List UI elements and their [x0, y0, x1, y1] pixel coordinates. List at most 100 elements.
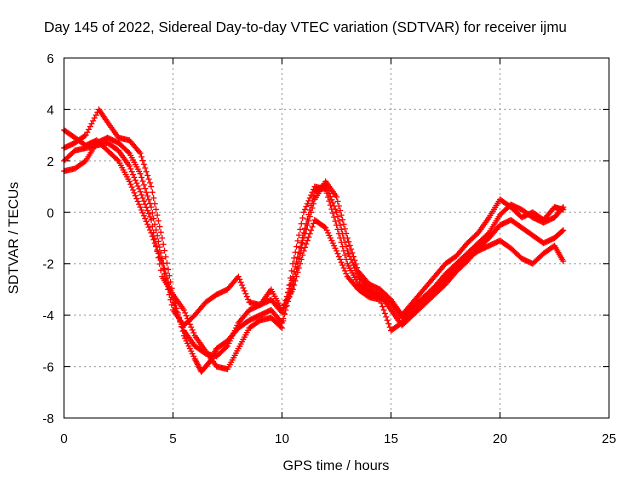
- data-point-track-a: [303, 226, 310, 233]
- data-point-track-d: [279, 325, 285, 331]
- x-tick-label: 10: [275, 431, 289, 446]
- data-point-track-d: [282, 303, 289, 310]
- data-point-track-a: [137, 150, 144, 157]
- data-point-track-c: [381, 310, 388, 317]
- data-point-track-c: [239, 282, 246, 289]
- data-point-track-c: [560, 258, 567, 265]
- data-point-track-c: [236, 276, 243, 283]
- data-point-track-c: [145, 224, 152, 231]
- data-point-track-c: [235, 273, 242, 280]
- data-point-track-b: [322, 181, 329, 187]
- data-point-track-d: [138, 191, 145, 198]
- data-point-track-c: [240, 285, 247, 291]
- data-point-track-a: [140, 161, 147, 168]
- data-point-track-a: [148, 183, 155, 190]
- data-point-track-c: [379, 303, 386, 310]
- y-tick-label: 4: [47, 102, 54, 117]
- data-point-track-b: [140, 181, 147, 188]
- data-point-track-b: [346, 253, 353, 260]
- data-point-track-c: [299, 252, 306, 259]
- data-point-track-c: [292, 277, 299, 284]
- x-tick-label: 5: [169, 431, 176, 446]
- data-point-track-d: [140, 198, 147, 205]
- data-point-track-d: [325, 194, 332, 201]
- x-tick-label: 0: [60, 431, 67, 446]
- data-point-track-c: [126, 178, 133, 185]
- data-point-track-d: [306, 195, 313, 201]
- data-point-track-c: [304, 237, 311, 244]
- data-point-track-c: [306, 230, 313, 237]
- data-point-track-d: [281, 310, 288, 317]
- data-point-track-d: [340, 247, 347, 254]
- data-point-track-c: [298, 256, 305, 263]
- data-point-track-a: [349, 249, 356, 256]
- data-point-track-a: [91, 115, 98, 121]
- data-point-track-a: [348, 246, 355, 253]
- y-ticks: -8 -6 -4 -2 0 2 4 6: [42, 51, 609, 426]
- data-point-track-d: [137, 188, 144, 195]
- data-point-track-d: [186, 321, 193, 328]
- data-point-track-d: [334, 226, 341, 233]
- data-point-track-d: [156, 261, 163, 267]
- data-point-track-b: [333, 209, 340, 216]
- data-point-track-d: [132, 177, 139, 184]
- data-point-track-d: [326, 198, 333, 205]
- y-tick-label: 2: [47, 154, 54, 169]
- data-point-track-b: [560, 227, 567, 234]
- data-point-track-d: [184, 315, 191, 322]
- data-point-track-c: [380, 307, 387, 313]
- data-point-track-b: [559, 228, 566, 235]
- data-point-track-c: [146, 227, 153, 233]
- data-point-track-a: [156, 223, 163, 230]
- data-point-track-c: [237, 279, 244, 286]
- data-point-track-b: [298, 239, 305, 246]
- data-point-track-d: [291, 255, 298, 261]
- data-point-track-c: [338, 259, 345, 266]
- data-point-track-d: [136, 185, 143, 192]
- grid: [64, 58, 609, 418]
- data-point-track-d: [327, 202, 334, 209]
- data-point-track-b: [305, 211, 312, 218]
- data-point-track-d: [295, 232, 302, 239]
- data-point-track-b: [349, 259, 356, 266]
- data-point-track-c: [130, 187, 137, 193]
- y-axis-label: SDTVAR / TECUs: [5, 182, 21, 294]
- data-point-track-c: [144, 221, 151, 228]
- data-point-track-b: [354, 270, 361, 277]
- data-point-track-c: [333, 247, 340, 254]
- data-point-track-d: [323, 190, 330, 197]
- data-point-track-c: [305, 234, 312, 241]
- data-point-track-c: [241, 287, 248, 294]
- data-point-track-d: [294, 237, 301, 244]
- data-point-track-c: [136, 201, 143, 208]
- data-point-track-d: [560, 204, 567, 211]
- data-point-track-c: [167, 296, 174, 303]
- data-point-track-c: [131, 189, 138, 196]
- data-point-track-a: [92, 112, 99, 119]
- data-point-track-b: [350, 262, 357, 269]
- data-point-track-d: [277, 323, 284, 330]
- data-point-track-d: [154, 248, 161, 255]
- data-point-track-a: [146, 179, 153, 186]
- data-point-track-c: [132, 192, 139, 199]
- data-point-track-d: [185, 318, 192, 325]
- data-point-track-d: [134, 183, 141, 189]
- data-point-track-c: [139, 209, 146, 216]
- data-point-track-b: [139, 178, 146, 185]
- data-point-track-d: [128, 168, 135, 175]
- data-point-track-d: [183, 312, 190, 319]
- data-point-track-a: [149, 189, 156, 196]
- data-point-track-a: [337, 207, 344, 214]
- data-point-track-d: [288, 267, 295, 274]
- data-point-track-d: [305, 197, 312, 204]
- data-point-track-c: [133, 195, 140, 202]
- data-point-track-b: [146, 200, 153, 207]
- data-point-track-a: [81, 133, 88, 139]
- data-point-track-b: [292, 263, 299, 270]
- chart-title: Day 145 of 2022, Sidereal Day-to-day VTE…: [44, 20, 567, 36]
- data-point-track-c: [378, 300, 385, 307]
- data-point-track-d: [143, 204, 150, 211]
- data-point-track-c: [114, 156, 121, 163]
- data-point-track-a: [90, 117, 97, 124]
- data-point-track-c: [142, 215, 149, 222]
